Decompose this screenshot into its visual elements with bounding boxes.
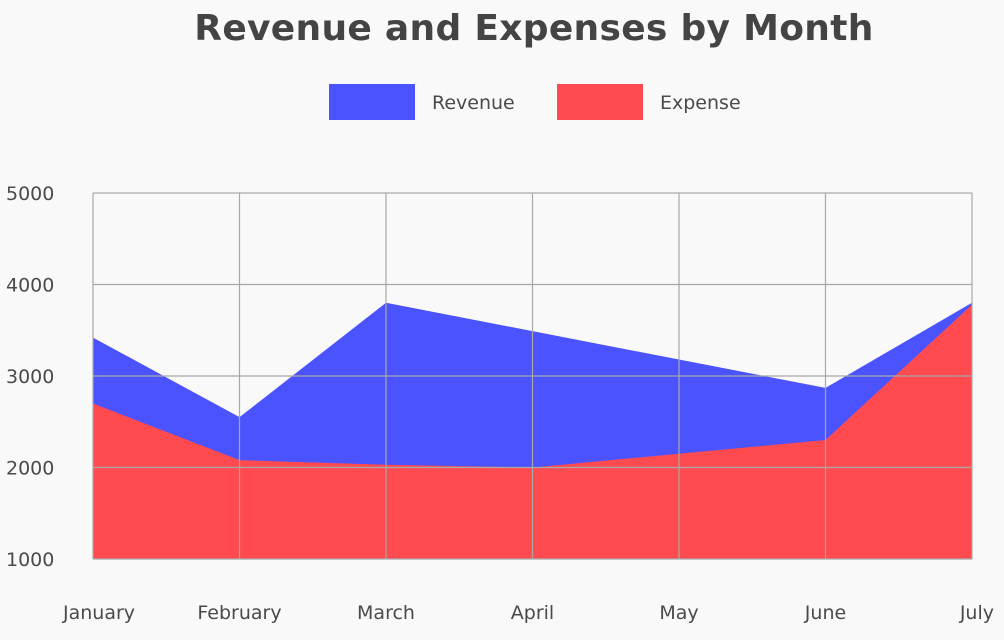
x-tick-label-june: June [804, 602, 846, 624]
y-tick-label-3000: 3000 [6, 366, 54, 388]
y-axis: 1000 2000 3000 4000 5000 [6, 183, 54, 571]
x-tick-label-april: April [511, 602, 554, 624]
x-tick-label-january: January [62, 602, 135, 624]
y-tick-label-2000: 2000 [6, 458, 54, 480]
x-tick-label-july: July [959, 602, 994, 624]
legend-label-revenue: Revenue [432, 92, 515, 114]
x-tick-label-march: March [357, 602, 415, 624]
area-expense [93, 304, 972, 559]
grid-layer [92, 192, 973, 560]
legend-label-expense: Expense [660, 92, 741, 114]
chart-title: Revenue and Expenses by Month [194, 8, 874, 49]
y-tick-label-1000: 1000 [6, 549, 54, 571]
legend-swatch-expense [557, 84, 643, 120]
legend: Revenue Expense [329, 84, 741, 120]
x-tick-label-may: May [659, 602, 698, 624]
x-axis: January February March April May June July [62, 602, 994, 624]
x-tick-label-february: February [197, 602, 281, 624]
legend-swatch-revenue [329, 84, 415, 120]
y-tick-label-4000: 4000 [6, 275, 54, 297]
y-tick-label-5000: 5000 [6, 183, 54, 205]
